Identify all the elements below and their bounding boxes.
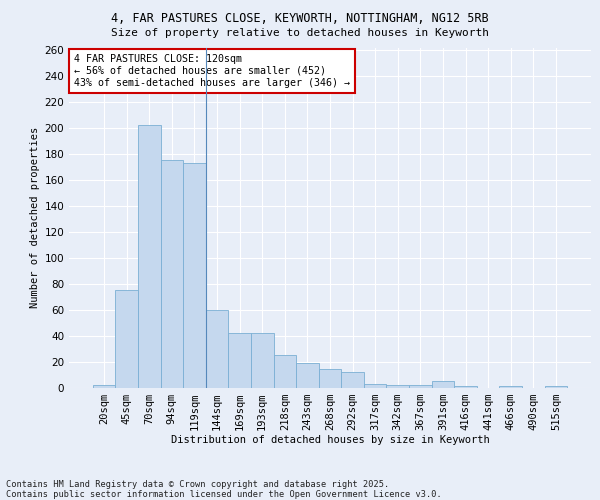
- Bar: [431, 381, 454, 388]
- Bar: [296, 363, 319, 388]
- Bar: [161, 160, 183, 388]
- Bar: [138, 126, 161, 388]
- Text: Contains public sector information licensed under the Open Government Licence v3: Contains public sector information licen…: [6, 490, 442, 499]
- X-axis label: Distribution of detached houses by size in Keyworth: Distribution of detached houses by size …: [170, 436, 490, 446]
- Bar: [364, 384, 386, 388]
- Text: 4 FAR PASTURES CLOSE: 120sqm
← 56% of detached houses are smaller (452)
43% of s: 4 FAR PASTURES CLOSE: 120sqm ← 56% of de…: [74, 54, 350, 88]
- Bar: [341, 372, 364, 388]
- Bar: [93, 385, 115, 388]
- Bar: [386, 385, 409, 388]
- Bar: [545, 386, 567, 388]
- Bar: [206, 310, 229, 388]
- Text: Contains HM Land Registry data © Crown copyright and database right 2025.: Contains HM Land Registry data © Crown c…: [6, 480, 389, 489]
- Text: Size of property relative to detached houses in Keyworth: Size of property relative to detached ho…: [111, 28, 489, 38]
- Bar: [274, 355, 296, 388]
- Bar: [251, 333, 274, 388]
- Bar: [454, 386, 477, 388]
- Bar: [229, 333, 251, 388]
- Bar: [183, 163, 206, 388]
- Bar: [499, 386, 522, 388]
- Text: 4, FAR PASTURES CLOSE, KEYWORTH, NOTTINGHAM, NG12 5RB: 4, FAR PASTURES CLOSE, KEYWORTH, NOTTING…: [111, 12, 489, 26]
- Bar: [409, 385, 431, 388]
- Y-axis label: Number of detached properties: Number of detached properties: [30, 127, 40, 308]
- Bar: [319, 370, 341, 388]
- Bar: [115, 290, 138, 388]
